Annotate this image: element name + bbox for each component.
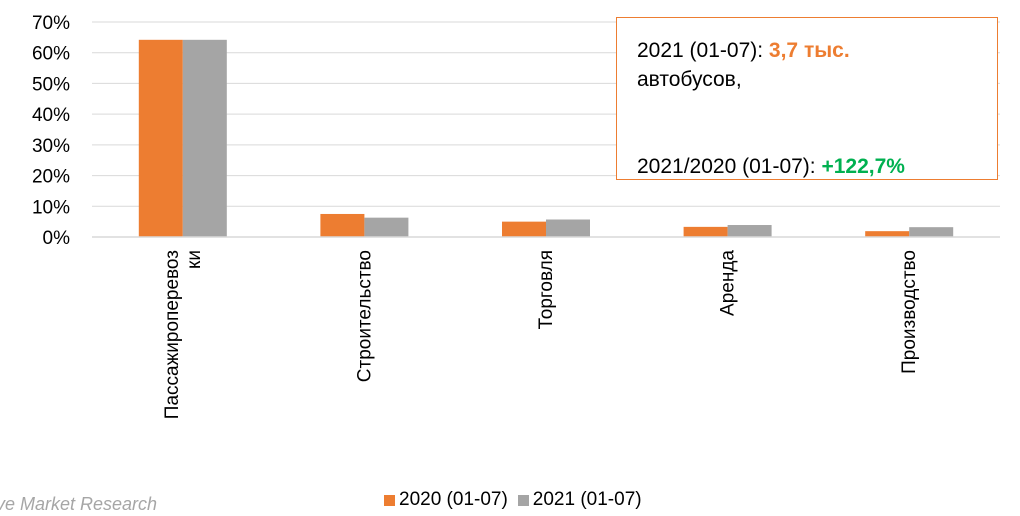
bar-2021-2 (546, 219, 590, 237)
y-tick-label: 60% (32, 44, 70, 65)
annotation-bus-count: 3,7 тыс. (768, 39, 850, 62)
bar-2021-1 (364, 217, 409, 237)
legend: 2020 (01-07) 2021 (01-07) (384, 489, 652, 511)
legend-swatch-2021 (517, 494, 529, 506)
bar-2020-3 (683, 226, 728, 237)
bar-2020-2 (502, 221, 546, 237)
category-label: Пассажироперевозки (162, 250, 205, 419)
category-label: Торговля (536, 250, 557, 329)
y-tick-label: 70% (32, 13, 70, 34)
y-tick-label: 0% (43, 228, 71, 249)
annotation-line2: автобусов, (637, 68, 742, 91)
legend-label-2020: 2020 (01-07) (399, 489, 508, 510)
bar-2020-0 (138, 39, 183, 237)
annotation-box: 2021 (01-07): 3,7 тыс. автобусов, 2021/2… (616, 17, 998, 180)
y-tick-label: 10% (32, 197, 70, 218)
category-label: Производство (899, 250, 920, 374)
y-tick-label: 30% (32, 136, 70, 157)
bar-2020-1 (320, 213, 365, 237)
annotation-line3-prefix: 2021/2020 (01-07): (637, 155, 822, 178)
legend-item-2021: 2021 (01-07) (517, 489, 642, 511)
y-axis-ticks: 0% 10% 20% 30% 40% 50% 60% 70% (32, 13, 70, 249)
y-tick-label: 40% (32, 105, 70, 126)
y-tick-label: 50% (32, 74, 70, 95)
source-caption: ve Market Research (0, 494, 158, 514)
legend-item-2020: 2020 (01-07) (384, 489, 508, 511)
category-label: Аренда (718, 250, 739, 316)
bar-2021-0 (182, 39, 227, 237)
category-labels: Пассажироперевозки Строительство Торговля А… (162, 250, 920, 420)
annotation-line1-prefix: 2021 (01-07): (637, 39, 769, 62)
bars (138, 39, 954, 237)
bar-2020-4 (865, 231, 910, 237)
gridlines (92, 21, 1000, 207)
bar-2021-3 (727, 225, 772, 237)
legend-swatch-2020 (384, 494, 395, 506)
bar-2021-4 (909, 227, 954, 237)
legend-label-2021: 2021 (01-07) (532, 489, 642, 510)
category-label: Строительство (354, 250, 375, 382)
y-tick-label: 20% (32, 167, 70, 188)
annotation-growth: +122,7% (821, 155, 905, 178)
